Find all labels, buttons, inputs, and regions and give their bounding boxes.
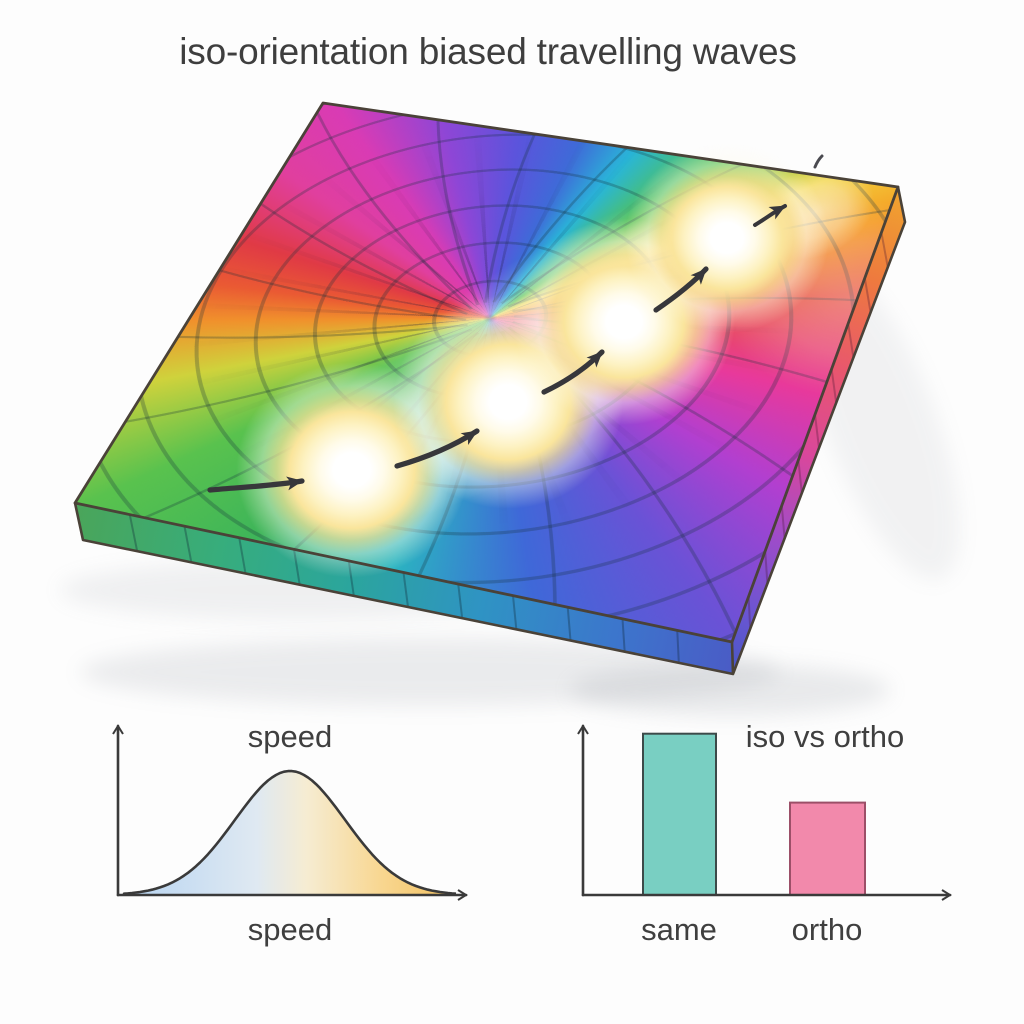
bar-ortho (789, 801, 866, 896)
wave-direction-arrows (207, 204, 787, 493)
slab-side-cell-lines (128, 232, 889, 663)
wave-arrow (207, 476, 305, 493)
figure-title: iso-orientation biased travelling waves (179, 31, 797, 72)
bar-chart-title: iso vs ortho (746, 719, 905, 754)
speed-distribution-chart: speed speed (112, 719, 468, 947)
wave-arrow (541, 349, 605, 395)
slab-silhouette-outline (73, 185, 907, 676)
gaussian-curve (122, 769, 457, 895)
iso-vs-ortho-chart: iso vs ortho same ortho (577, 719, 952, 947)
wave-arrow (394, 428, 480, 469)
wave-activity-blob (625, 143, 829, 333)
wave-arrow (753, 204, 787, 227)
speed-x-label: speed (248, 912, 332, 947)
bar-same (642, 732, 717, 897)
bar-label-ortho: ortho (792, 912, 863, 947)
stray-mark (813, 154, 824, 169)
speed-chart-title: speed (248, 719, 332, 754)
slab-right-side (732, 187, 905, 674)
slab-top-outline (73, 101, 900, 644)
slab-front-side (75, 503, 733, 674)
bar-label-same: same (641, 912, 717, 947)
gaussian-area (124, 771, 456, 895)
wave-arrow (653, 266, 709, 313)
